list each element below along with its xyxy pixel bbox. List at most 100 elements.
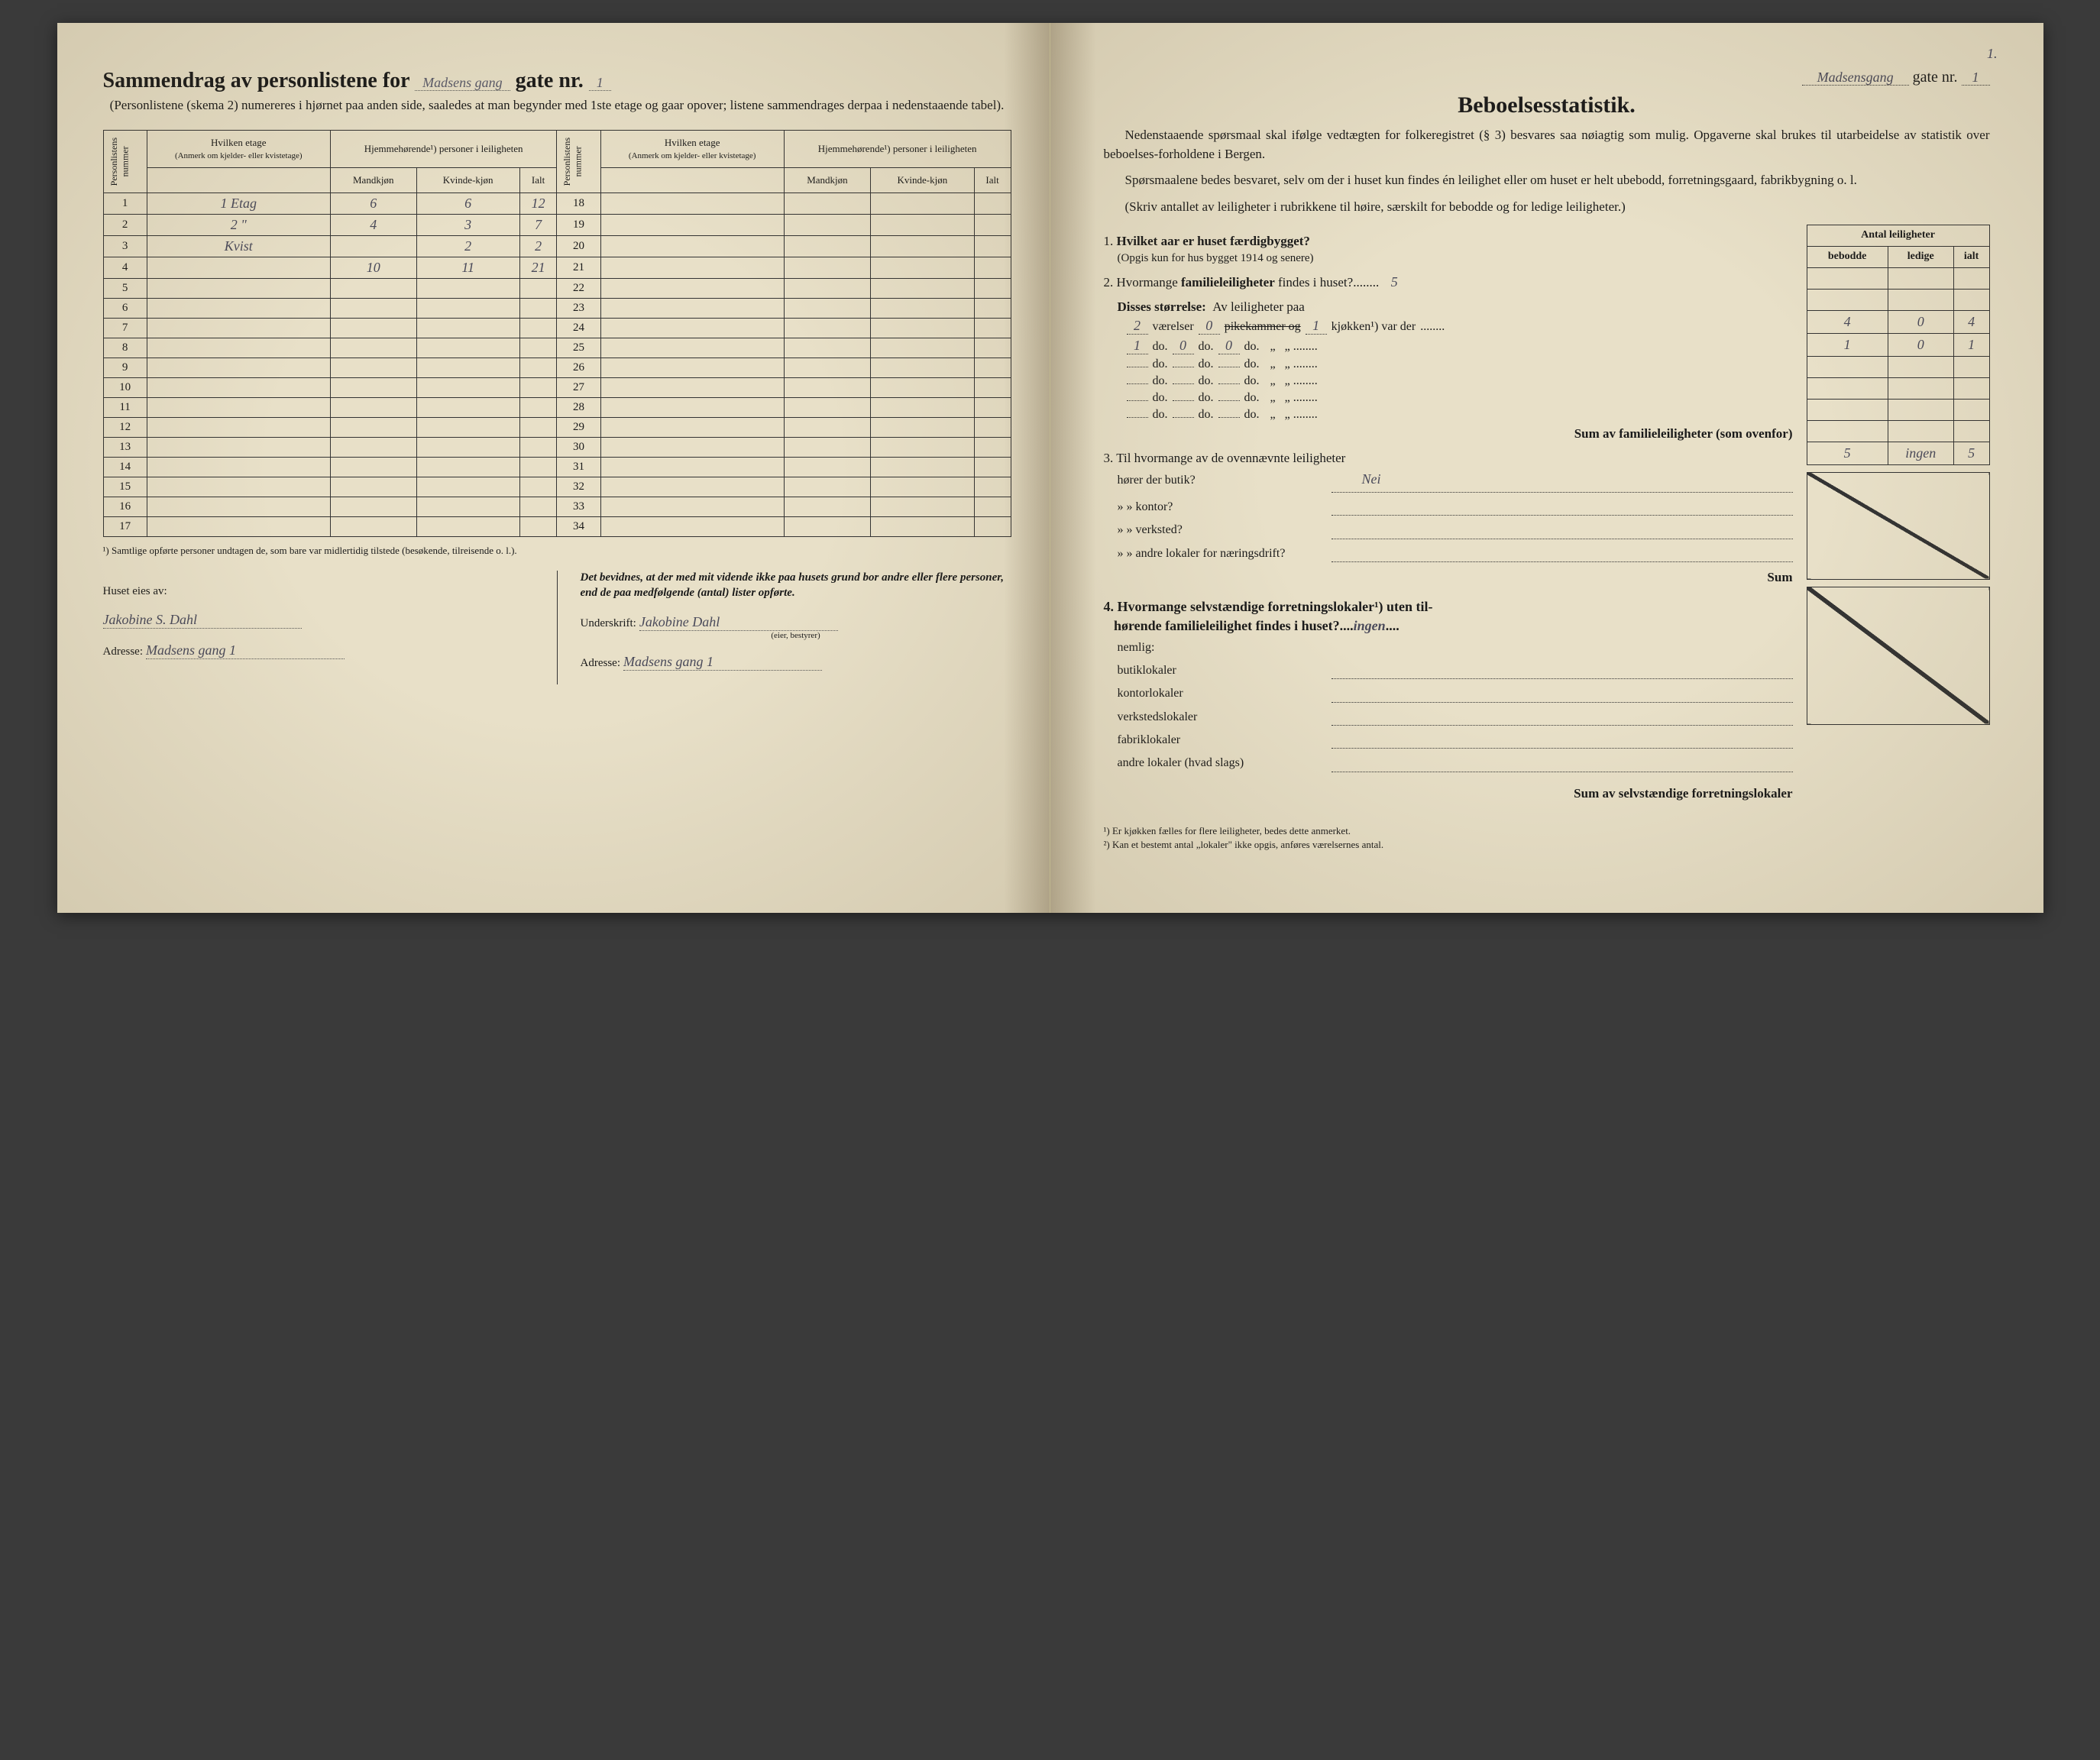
antall-row: 101 — [1807, 333, 1989, 356]
table-row: 623 — [103, 299, 1011, 319]
size-row: 1 do. 0 do. 0 do. „ „ ........ — [1127, 338, 1793, 354]
antall-row — [1807, 377, 1989, 399]
table-row: 1633 — [103, 497, 1011, 517]
underskrift-val: Jakobine Dahl — [639, 614, 838, 631]
size-row: do. do. do. „ „ ........ — [1127, 391, 1793, 405]
q3-sum: Sum — [1104, 570, 1793, 585]
q4-row: andre lokaler (hvad slags) — [1118, 752, 1793, 775]
q3-row: hører der butik?Nei — [1118, 469, 1793, 496]
right-page: 1. Madsensgang gate nr. 1 Beboelsesstati… — [1050, 23, 2043, 913]
q1-note: (Opgis kun for hus bygget 1914 og senere… — [1118, 252, 1793, 265]
col-etage: Hvilken etage — [211, 137, 267, 148]
fn1: ¹) Er kjøkken fælles for flere leilighet… — [1104, 824, 1990, 838]
title-prefix: Sammendrag av personlistene for — [103, 69, 410, 92]
col-personlistens-b: Personlistens nummer — [560, 133, 585, 190]
q4-sum: Sum av selvstændige forretningslokaler — [1104, 786, 1793, 801]
size-row: do. do. do. „ „ ........ — [1127, 358, 1793, 371]
signature-block: Huset eies av: Jakobine S. Dahl Adresse:… — [103, 571, 1011, 684]
col-etage-b: Hvilken etage — [665, 137, 720, 148]
sumfam-b: 5 — [1807, 442, 1888, 464]
sig-witness-col: Det bevidnes, at der med mit vidende ikk… — [581, 571, 1011, 684]
q3-row: » » andre lokaler for næringsdrift? — [1118, 542, 1793, 565]
antall-header: Antal leiligheter — [1807, 225, 1989, 246]
title-street: Madsens gang — [415, 75, 510, 91]
nemlig: nemlig: — [1118, 641, 1155, 654]
table-row: 825 — [103, 338, 1011, 358]
sumfam-i: 5 — [1953, 442, 1989, 464]
col-hjem: Hjemmehørende¹) personer i leiligheten — [330, 130, 557, 167]
book-spread: Sammendrag av personlistene for Madsens … — [57, 23, 2043, 913]
col-etage-sub — [147, 168, 330, 193]
table-row: 3Kvist2220 — [103, 236, 1011, 257]
adresse2-val: Madsens gang 1 — [623, 654, 822, 671]
q3-rows: hører der butik?Nei» » kontor?» » verkst… — [1118, 469, 1793, 566]
bevidnes-text: Det bevidnes, at der med mit vidende ikk… — [581, 571, 1011, 600]
col-etage-note: (Anmerk om kjelder- eller kvistetage) — [175, 151, 303, 160]
adresse2-label: Adresse: — [581, 657, 621, 669]
para1: Nedenstaaende spørsmaal skal ifølge vedt… — [1104, 126, 1990, 163]
q3: 3. Til hvormange av de ovennævnte leilig… — [1104, 451, 1793, 466]
table-row: 1431 — [103, 458, 1011, 477]
left-subtitle: (Personlistene (skema 2) numereres i hjø… — [103, 96, 1011, 115]
adresse-val: Madsens gang 1 — [146, 642, 345, 659]
eies-name: Jakobine S. Dahl — [103, 612, 302, 629]
col-mand-b: Mandkjøn — [784, 168, 870, 193]
left-title: Sammendrag av personlistene for Madsens … — [103, 69, 1011, 93]
right-gate: gate nr. — [1913, 69, 1958, 86]
antall-c1: ledige — [1888, 246, 1953, 267]
table-row: 926 — [103, 358, 1011, 378]
antall-row: 404 — [1807, 310, 1989, 333]
left-page: Sammendrag av personlistene for Madsens … — [57, 23, 1050, 913]
col-etage-note-b: (Anmerk om kjelder- eller kvistetage) — [629, 151, 756, 160]
antall-row — [1807, 399, 1989, 420]
antall-table: Antal leiligheter bebodde ledige ialt 40… — [1807, 225, 1990, 725]
size-row: do. do. do. „ „ ........ — [1127, 374, 1793, 388]
q1: 1. Hvilket aar er huset færdigbygget? — [1104, 234, 1793, 249]
underskrift-label: Underskrift: — [581, 617, 636, 629]
table-row: 522 — [103, 279, 1011, 299]
right-title: Beboelsesstatistik. — [1104, 92, 1990, 118]
title-nr: 1 — [589, 75, 611, 91]
qa-wrap: 1. Hvilket aar er huset færdigbygget? (O… — [1104, 225, 1990, 801]
col-etage-sub-b — [600, 168, 784, 193]
col-mand: Mandkjøn — [330, 168, 416, 193]
right-footnotes: ¹) Er kjøkken fælles for flere leilighet… — [1104, 824, 1990, 852]
underskrift-note: (eier, bestyrer) — [581, 631, 1011, 640]
right-nr: 1 — [1962, 70, 1990, 86]
table-row: 1734 — [103, 517, 1011, 537]
col-personlistens: Personlistens nummer — [107, 133, 132, 190]
table-row: 410112121 — [103, 257, 1011, 279]
q4: 4. Hvormange selvstændige forretningslok… — [1104, 597, 1793, 636]
fn2: ²) Kan et bestemt antal „lokaler" ikke o… — [1104, 838, 1990, 852]
left-footnote: ¹) Samtlige opførte personer undtagen de… — [103, 545, 1011, 557]
disses: Disses størrelse: Av leiligheter paa — [1118, 299, 1793, 315]
sum-fam: Sum av familieleiligheter (som ovenfor) — [1104, 426, 1793, 442]
table-row: 11 Etag661218 — [103, 193, 1011, 215]
title-gate: gate nr. — [516, 69, 584, 92]
para2: Spørsmaalene bedes besvaret, selv om der… — [1104, 171, 1990, 190]
questions-col: 1. Hvilket aar er huset færdigbygget? (O… — [1104, 225, 1793, 801]
sig-divider — [557, 571, 558, 684]
antall-row — [1807, 356, 1989, 377]
antall-col: Antal leiligheter bebodde ledige ialt 40… — [1807, 225, 1990, 801]
sig-owner-col: Huset eies av: Jakobine S. Dahl Adresse:… — [103, 571, 534, 684]
q2: 2. Hvormange familieleiligheter findes i… — [1104, 274, 1793, 290]
page-number: 1. — [1987, 46, 1998, 62]
table-row: 1330 — [103, 438, 1011, 458]
table-row: 1128 — [103, 398, 1011, 418]
table-row: 1027 — [103, 378, 1011, 398]
right-street: Madsensgang — [1802, 70, 1909, 86]
person-table: Personlistens nummer Hvilken etage (Anme… — [103, 130, 1011, 537]
antall-c2: ialt — [1953, 246, 1989, 267]
size-row: 2 værelser 0 pikekammer og 1 kjøkken¹) v… — [1127, 318, 1793, 335]
antall-row — [1807, 420, 1989, 442]
col-kvinde: Kvinde-kjøn — [416, 168, 519, 193]
table-row: 22 "43719 — [103, 215, 1011, 236]
table-row: 724 — [103, 319, 1011, 338]
size-row: do. do. do. „ „ ........ — [1127, 408, 1793, 422]
size-rows: 2 værelser 0 pikekammer og 1 kjøkken¹) v… — [1127, 318, 1793, 422]
eies-label: Huset eies av: — [103, 585, 167, 597]
para3: (Skriv antallet av leiligheter i rubrikk… — [1104, 198, 1990, 217]
q4-block: nemlig: butiklokalerkontorlokalerverkste… — [1118, 636, 1793, 775]
adresse-label: Adresse: — [103, 645, 144, 658]
